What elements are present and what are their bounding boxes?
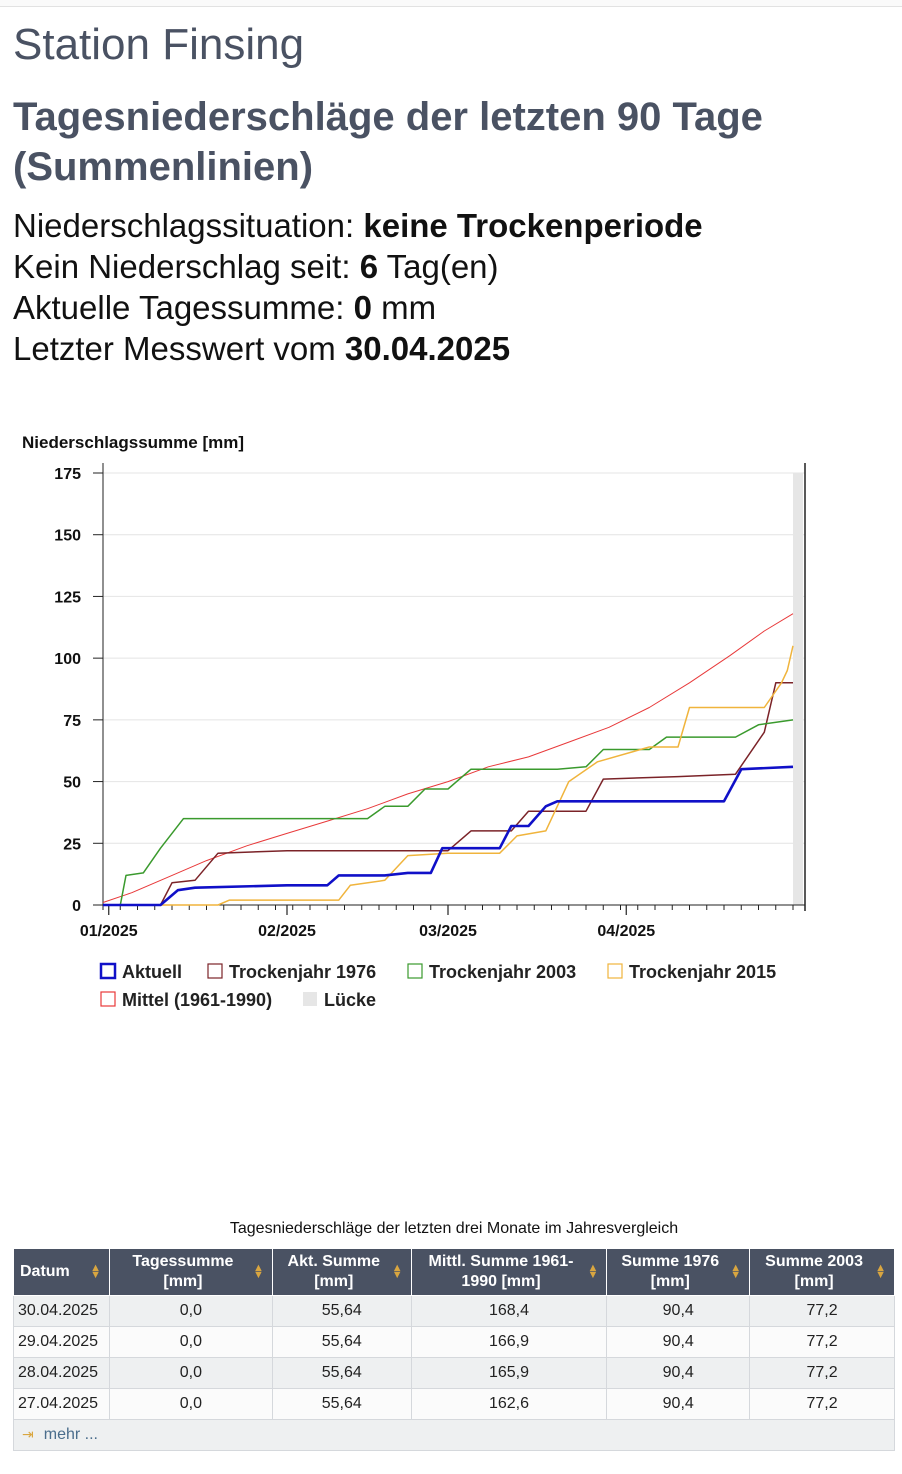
daily-sum-label: Aktuelle Tagessumme: <box>13 289 354 326</box>
cell-current-sum: 55,64 <box>271 1326 412 1358</box>
cell-mean-sum: 168,4 <box>410 1295 608 1327</box>
expand-icon: ⇥ <box>22 1426 34 1442</box>
y-tick-label: 175 <box>54 466 81 483</box>
more-cell: ⇥ mehr ... <box>13 1419 895 1451</box>
precipitation-info: Niederschlagssituation: keine Trockenper… <box>13 205 703 369</box>
sort-icon: ▲ ▼ <box>90 1262 101 1281</box>
legend-label: Trockenjahr 2003 <box>429 962 576 982</box>
cell-daily: 0,0 <box>108 1326 273 1358</box>
table-row: 30.04.2025 0,0 55,64 168,4 90,4 77,2 <box>13 1295 895 1327</box>
daily-sum-value: 0 <box>353 289 372 326</box>
legend-swatch <box>99 962 117 980</box>
legend-swatch <box>303 992 317 1006</box>
col-header-summe-2003[interactable]: Summe 2003 [mm] ▲ ▼ <box>749 1248 895 1296</box>
cell-current-sum: 55,64 <box>271 1295 412 1327</box>
legend-swatch <box>407 963 423 979</box>
col-header-akt-summe[interactable]: Akt. Summe [mm] ▲ ▼ <box>271 1248 412 1296</box>
cell-daily: 0,0 <box>108 1357 273 1389</box>
series-line <box>103 719 794 906</box>
series-line <box>103 682 793 906</box>
col-header-tagessumme[interactable]: Tagessumme [mm] ▲ ▼ <box>108 1248 273 1296</box>
y-tick-label: 50 <box>63 775 81 792</box>
col-header-datum[interactable]: Datum ▲ ▼ <box>13 1248 110 1296</box>
cell-date: 28.04.2025 <box>13 1357 110 1389</box>
legend-label: Mittel (1961-1990) <box>122 990 272 1010</box>
dry-days-value: 6 <box>359 248 379 285</box>
x-tick-label: 02/2025 <box>258 923 316 940</box>
more-row: ⇥ mehr ... <box>13 1419 895 1451</box>
sort-icon: ▲ ▼ <box>252 1262 264 1281</box>
table-row: 29.04.2025 0,0 55,64 166,9 90,4 77,2 <box>13 1326 895 1358</box>
cell-sum-2003: 77,2 <box>749 1326 895 1358</box>
y-tick-label: 150 <box>54 528 81 545</box>
comparison-table: Datum ▲ ▼ Tagessumme [mm] ▲ ▼ Akt. Summe [mm… <box>13 1248 895 1451</box>
x-tick-label: 04/2025 <box>597 923 655 940</box>
sort-icon: ▲ ▼ <box>391 1262 403 1281</box>
chart-svg: Niederschlagssumme [mm] 0 25 50 75 100 125 150 1… <box>22 433 806 1010</box>
last-measurement-line: Letzter Messwert vom 30.04.2025 <box>13 328 703 369</box>
cell-mean-sum: 162,6 <box>410 1388 608 1420</box>
cell-mean-sum: 165,9 <box>410 1357 608 1389</box>
more-link[interactable]: mehr ... <box>43 1426 98 1443</box>
table-row: 28.04.2025 0,0 55,64 165,9 90,4 77,2 <box>13 1357 895 1389</box>
legend-swatch <box>207 963 223 979</box>
cell-sum-1976: 90,4 <box>606 1388 751 1420</box>
page-title: Tagesniederschläge der letzten 90 Tage (… <box>13 95 763 189</box>
last-measurement-value: 30.04.2025 <box>344 330 511 367</box>
series-line <box>103 765 794 907</box>
daily-sum-line: Aktuelle Tagessumme: 0 mm <box>13 287 703 328</box>
y-tick-label: 25 <box>63 836 81 853</box>
top-border <box>0 0 902 7</box>
precipitation-chart: Niederschlagssumme [mm] 0 25 50 75 100 125 150 1… <box>0 420 902 1020</box>
cell-daily: 0,0 <box>108 1388 273 1420</box>
legend-swatch <box>607 963 623 979</box>
table-header-row: Datum ▲ ▼ Tagessumme [mm] ▲ ▼ Akt. Summe [mm… <box>13 1248 895 1296</box>
last-measurement-label: Letzter Messwert vom <box>13 330 345 367</box>
cell-mean-sum: 166,9 <box>410 1326 608 1358</box>
situation-label: Niederschlagssituation: <box>13 207 364 244</box>
y-axis-label: Niederschlagssumme [mm] <box>22 433 244 452</box>
situation-line: Niederschlagssituation: keine Trockenper… <box>13 205 703 246</box>
series-line <box>102 613 794 903</box>
x-tick-label: 03/2025 <box>419 923 477 940</box>
gap-band <box>793 473 803 905</box>
dry-days-unit: Tag(en) <box>378 248 499 285</box>
y-tick-label: 125 <box>54 589 81 606</box>
cell-sum-2003: 77,2 <box>749 1295 895 1327</box>
cell-sum-1976: 90,4 <box>606 1326 751 1358</box>
col-header-summe-1976[interactable]: Summe 1976 [mm] ▲ ▼ <box>606 1248 751 1296</box>
daily-sum-unit: mm <box>371 289 437 326</box>
x-tick-label: 01/2025 <box>80 923 138 940</box>
cell-sum-2003: 77,2 <box>749 1388 895 1420</box>
sort-icon: ▲ ▼ <box>587 1262 599 1281</box>
cell-current-sum: 55,64 <box>271 1357 412 1389</box>
dry-days-label: Kein Niederschlag seit: <box>13 248 360 285</box>
situation-value: keine Trockenperiode <box>363 207 703 244</box>
cell-current-sum: 55,64 <box>271 1388 412 1420</box>
legend-label: Lücke <box>324 990 376 1010</box>
sort-icon: ▲ ▼ <box>730 1262 742 1281</box>
series-line <box>103 645 794 906</box>
y-tick-label: 100 <box>54 651 81 668</box>
cell-sum-2003: 77,2 <box>749 1357 895 1389</box>
cell-date: 27.04.2025 <box>13 1388 110 1420</box>
cell-sum-1976: 90,4 <box>606 1357 751 1389</box>
legend-label: Trockenjahr 1976 <box>229 962 376 982</box>
station-name: Station Finsing <box>13 20 305 69</box>
cell-daily: 0,0 <box>108 1295 273 1327</box>
legend-swatch <box>100 991 116 1007</box>
legend-label: Aktuell <box>122 962 182 982</box>
cell-sum-1976: 90,4 <box>606 1295 751 1327</box>
sort-icon: ▲ ▼ <box>875 1262 886 1281</box>
cell-date: 29.04.2025 <box>13 1326 110 1358</box>
table-row: 27.04.2025 0,0 55,64 162,6 90,4 77,2 <box>13 1388 895 1420</box>
y-tick-label: 0 <box>72 898 81 915</box>
cell-date: 30.04.2025 <box>13 1295 110 1327</box>
dry-days-line: Kein Niederschlag seit: 6 Tag(en) <box>13 246 703 287</box>
y-tick-label: 75 <box>63 713 81 730</box>
legend-label: Trockenjahr 2015 <box>629 962 776 982</box>
table-caption: Tagesniederschläge der letzten drei Mona… <box>229 1220 679 1237</box>
col-header-mittl-summe[interactable]: Mittl. Summe 1961-1990 [mm] ▲ ▼ <box>410 1248 608 1296</box>
